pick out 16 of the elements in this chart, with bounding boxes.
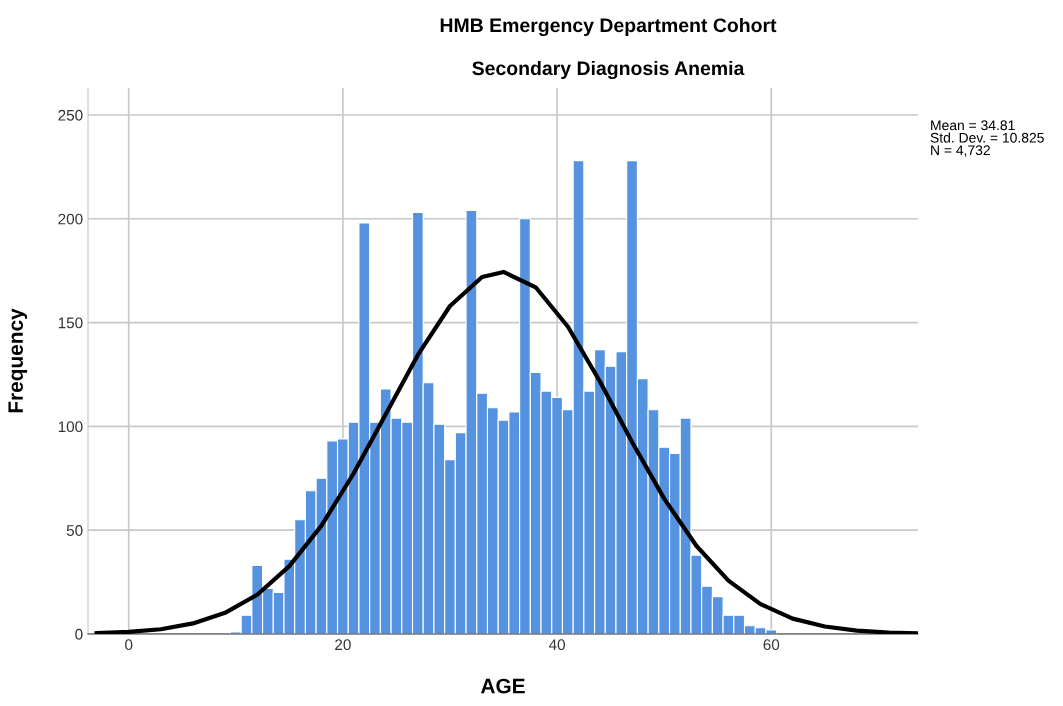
y-tick-label: 100 <box>58 421 83 433</box>
x-tick-label: 0 <box>125 639 133 651</box>
y-tick-label: 150 <box>58 317 83 329</box>
x-axis-title: AGE <box>480 678 525 694</box>
y-tick-label: 200 <box>58 213 83 225</box>
chart-title: HMB Emergency Department Cohort <box>440 17 777 37</box>
y-axis-title: Frequency <box>8 308 28 413</box>
y-tick-label: 0 <box>75 628 83 640</box>
x-tick-label: 20 <box>335 639 351 651</box>
line-series <box>94 269 918 634</box>
text: Mean = 34.81 Std. Dev. = 10.825 N = 4,732 <box>930 120 1044 157</box>
x-tick-label: 60 <box>763 639 780 651</box>
chart-subtitle: Secondary Diagnosis Anemia <box>472 60 745 80</box>
y-tick-label: 50 <box>66 525 83 536</box>
x-tick-label: 40 <box>548 639 565 651</box>
y-tick-label: 250 <box>58 109 83 121</box>
